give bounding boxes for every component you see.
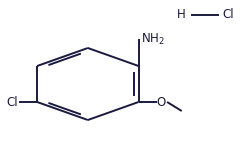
Text: H: H	[177, 9, 185, 21]
Text: Cl: Cl	[222, 9, 234, 21]
Text: O: O	[157, 96, 166, 108]
Text: NH$_2$: NH$_2$	[141, 32, 165, 46]
Text: Cl: Cl	[6, 96, 18, 108]
